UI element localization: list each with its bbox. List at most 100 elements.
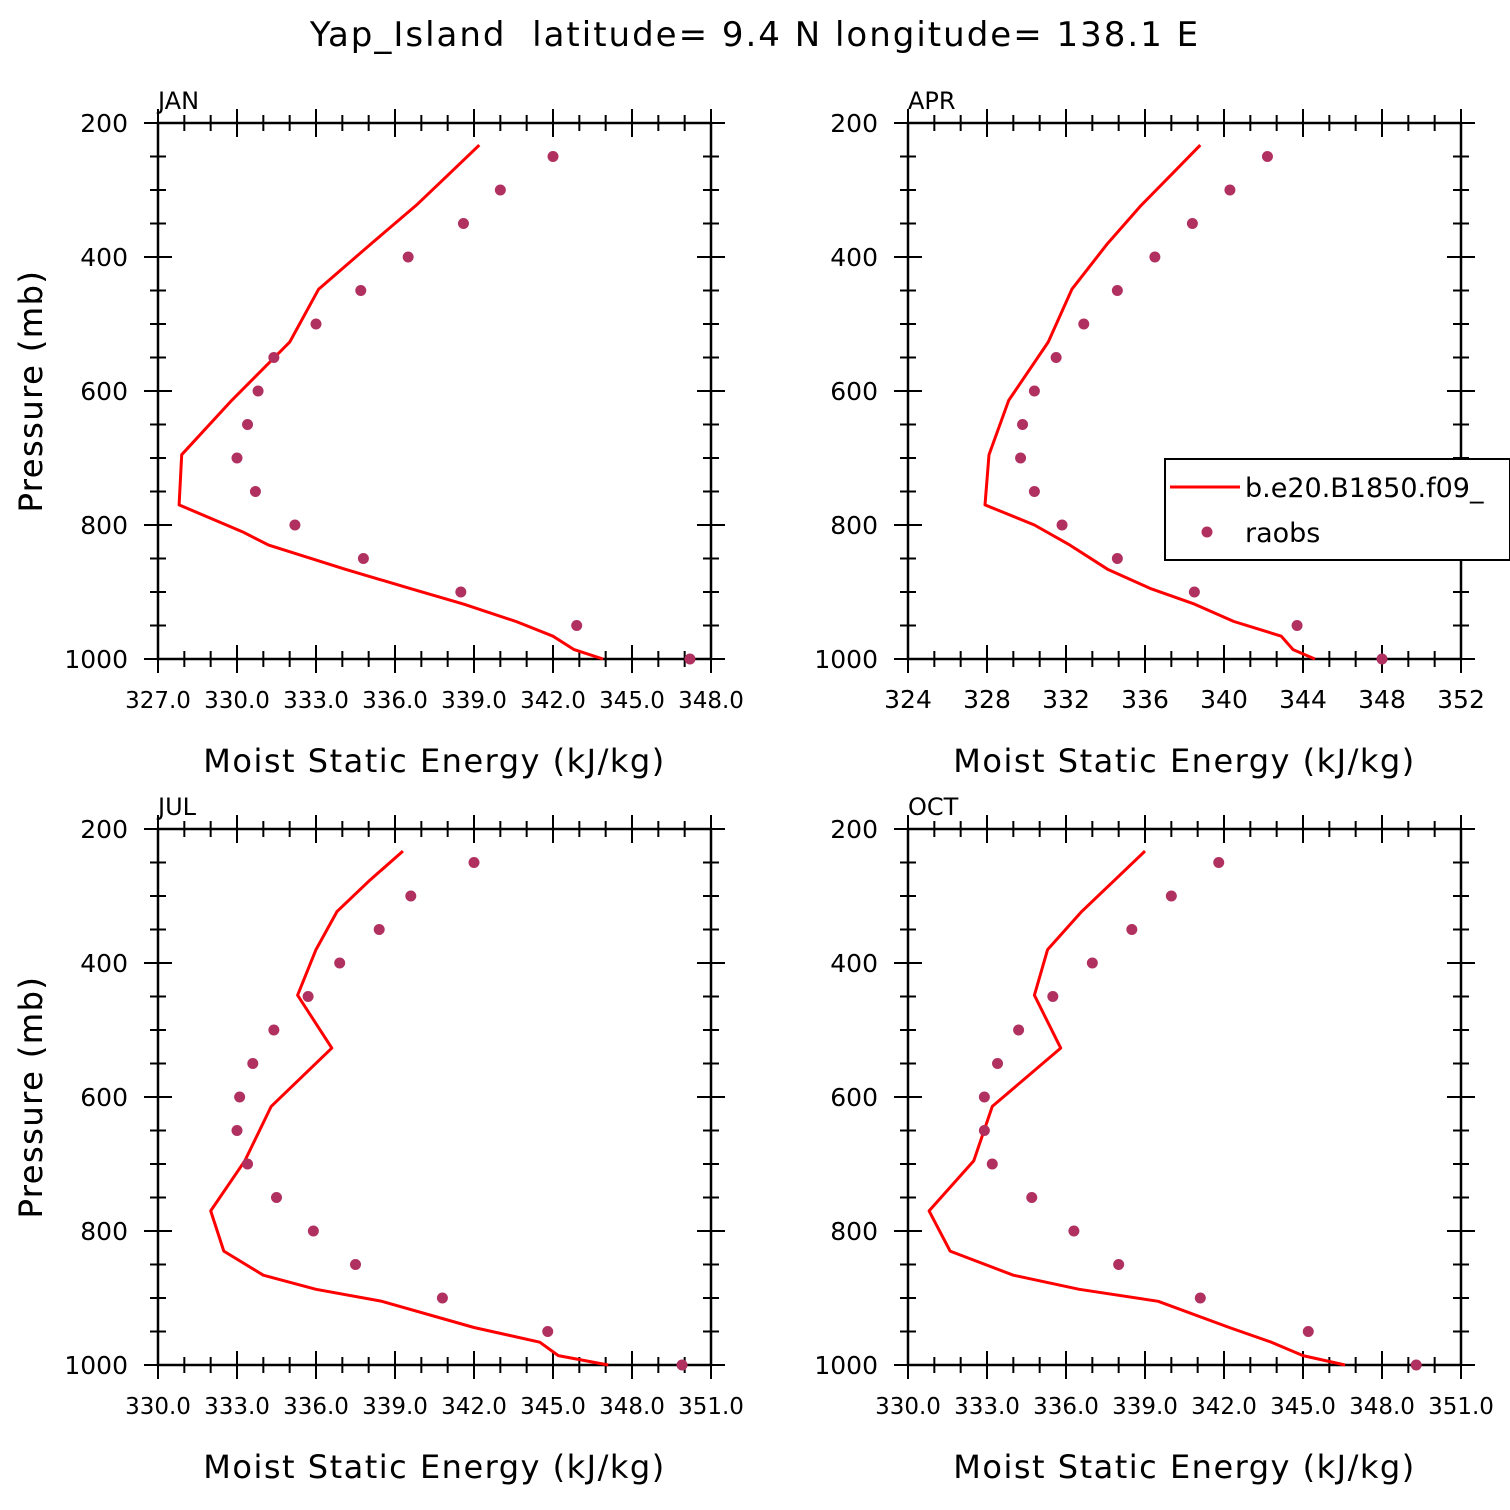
y-tick-label: 600 xyxy=(830,1083,878,1112)
obs-point xyxy=(268,352,280,363)
x-tick-label: 348.0 xyxy=(678,688,744,714)
obs-point xyxy=(1056,519,1068,531)
obs-point xyxy=(234,1091,246,1103)
x-tick-label: 336 xyxy=(1121,685,1169,714)
obs-point xyxy=(547,151,559,162)
x-tick-label: 345.0 xyxy=(520,1394,586,1420)
legend: b.e20.B1850.f09_raobs xyxy=(1164,458,1510,561)
obs-point xyxy=(1376,653,1388,665)
y-tick-label: 1000 xyxy=(64,645,128,674)
obs-point xyxy=(457,218,469,229)
obs-point xyxy=(978,1125,990,1136)
x-axis-label: Moist Static Energy (kJ/kg) xyxy=(953,742,1415,780)
obs-point xyxy=(373,924,385,935)
panels: JAN 200 400 600 800 1000 327.0 330.0 333.0 336.0 3… xyxy=(12,87,1510,1486)
y-tick-label: 1000 xyxy=(64,1351,128,1380)
y-tick-label: 800 xyxy=(80,511,128,540)
x-tick-label: 342.0 xyxy=(441,1394,507,1420)
y-tick-label: 200 xyxy=(830,109,878,138)
x-tick-label: 327.0 xyxy=(125,688,191,714)
plot-frame xyxy=(906,827,1463,1367)
obs-point xyxy=(1015,452,1027,464)
obs-point xyxy=(1261,151,1273,162)
x-axis-label: Moist Static Energy (kJ/kg) xyxy=(203,742,665,780)
obs-point xyxy=(1113,1259,1125,1270)
x-tick-label: 333.0 xyxy=(954,1394,1020,1420)
x-tick-label: 330.0 xyxy=(125,1394,191,1420)
y-axis-label: Pressure (mb) xyxy=(12,270,50,513)
x-tick-label: 336.0 xyxy=(1033,1394,1099,1420)
obs-point xyxy=(571,620,583,631)
x-tick-label: 348.0 xyxy=(1349,1394,1415,1420)
x-tick-label: 324 xyxy=(884,685,932,714)
x-tick-label: 348.0 xyxy=(599,1394,665,1420)
y-tick-label: 200 xyxy=(830,815,878,844)
obs-point xyxy=(436,1292,448,1304)
obs-point xyxy=(402,251,414,263)
model-series-line xyxy=(177,144,604,661)
y-tick-label: 200 xyxy=(80,109,128,138)
obs-point xyxy=(1047,991,1059,1002)
obs-point xyxy=(1291,620,1303,631)
legend-box xyxy=(1164,458,1510,561)
x-tick-label: 328 xyxy=(963,685,1011,714)
obs-point xyxy=(1213,857,1225,868)
figure-title: Yap_Island latitude= 9.4 N longitude= 13… xyxy=(309,15,1200,55)
obs-point xyxy=(1028,385,1040,397)
obs-point xyxy=(455,586,467,598)
y-tick-label: 600 xyxy=(80,1083,128,1112)
model-series-line xyxy=(209,849,609,1367)
x-tick-label: 339.0 xyxy=(1112,1394,1178,1420)
obs-point xyxy=(978,1091,990,1103)
obs-point xyxy=(405,890,417,902)
obs-point xyxy=(1050,352,1062,363)
panel-title: JUL xyxy=(156,793,197,821)
model-series-line xyxy=(983,144,1316,661)
x-tick-label: 333.0 xyxy=(283,688,349,714)
legend-model-label: b.e20.B1850.f09_ xyxy=(1245,473,1484,504)
panel-jul: JUL 200 400 600 800 1000 330.0 333.0 336.0 339.0 3… xyxy=(12,793,744,1486)
obs-point xyxy=(302,991,314,1002)
x-tick-label: 339.0 xyxy=(362,1394,428,1420)
obs-point xyxy=(289,519,301,531)
x-tick-label: 342.0 xyxy=(520,688,586,714)
x-tick-label: 351.0 xyxy=(678,1394,744,1420)
x-tick-label: 340 xyxy=(1200,685,1248,714)
y-axis-label: Pressure (mb) xyxy=(12,270,50,513)
x-tick-label: 339.0 xyxy=(441,688,507,714)
obs-point xyxy=(1410,1359,1422,1371)
x-tick-label: 336.0 xyxy=(283,1394,349,1420)
x-tick-label: 332 xyxy=(1042,685,1090,714)
model-series-line xyxy=(927,850,1346,1367)
obs-point xyxy=(1149,251,1161,263)
obs-point xyxy=(307,1225,319,1237)
x-tick-label: 342.0 xyxy=(1191,1394,1257,1420)
panel-jan: JAN 200 400 600 800 1000 327.0 330.0 333.0 336.0 3… xyxy=(12,87,744,780)
x-tick-label: 351.0 xyxy=(1428,1394,1494,1420)
obs-point xyxy=(334,957,346,969)
x-tick-label: 330.0 xyxy=(204,688,270,714)
panel-title: JAN xyxy=(156,87,199,115)
obs-point xyxy=(1111,285,1123,296)
y-tick-label: 800 xyxy=(830,511,878,540)
panel-title: APR xyxy=(908,87,956,115)
obs-point xyxy=(1068,1225,1080,1237)
obs-point xyxy=(1086,957,1098,969)
y-axis-label: Pressure (mb) xyxy=(12,976,50,1219)
obs-point xyxy=(249,486,261,497)
obs-point xyxy=(494,184,506,196)
y-axis-label: Pressure (mb) xyxy=(12,976,50,1219)
x-tick-label: 352 xyxy=(1437,685,1485,714)
obs-point xyxy=(231,452,243,464)
obs-point xyxy=(1026,1192,1038,1203)
x-tick-label: 336.0 xyxy=(362,688,428,714)
x-tick-label: 330.0 xyxy=(875,1394,941,1420)
y-tick-label: 1000 xyxy=(814,645,878,674)
obs-point xyxy=(1028,486,1040,497)
panel-oct: OCT 200 400 600 800 1000 330.0 333.0 336.0 339.0 3… xyxy=(12,793,1494,1486)
y-tick-label: 1000 xyxy=(814,1351,878,1380)
obs-point xyxy=(1194,1292,1206,1304)
obs-point xyxy=(310,318,322,330)
obs-point xyxy=(1165,890,1177,902)
